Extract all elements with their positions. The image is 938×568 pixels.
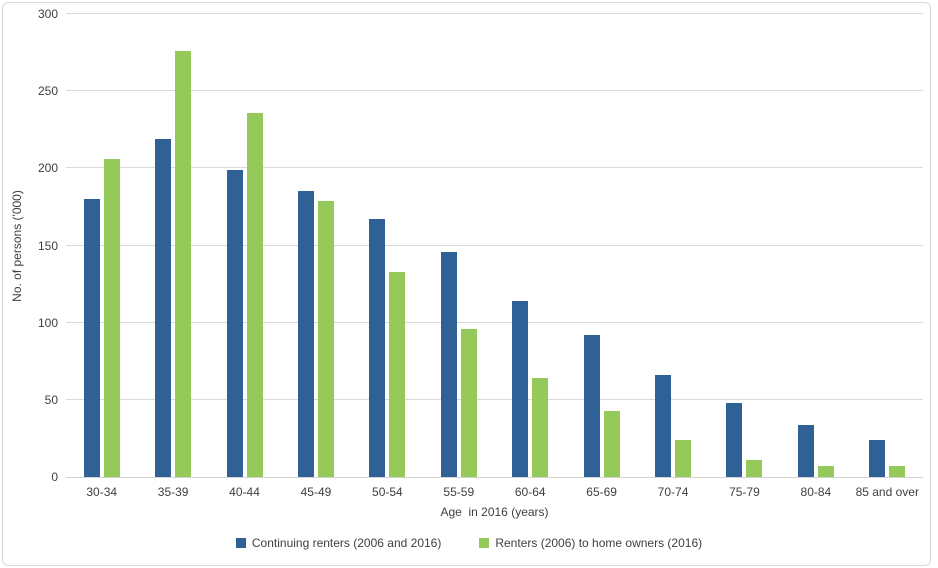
x-tick-label-35-39: 35-39	[157, 485, 189, 499]
bar-series1-35-39	[175, 51, 192, 477]
legend-label-home-owners: Renters (2006) to home owners (2016)	[495, 536, 703, 550]
bar-series0-40-44	[226, 169, 243, 477]
y-tick-label-50: 50	[44, 392, 58, 407]
bar-series1-60-64	[532, 378, 549, 477]
legend-item-continuing-renters: Continuing renters (2006 and 2016)	[235, 536, 442, 550]
legend-swatch-continuing-renters	[235, 538, 246, 548]
y-tick-label-300: 300	[37, 7, 58, 21]
bar-series1-45-49	[317, 200, 334, 477]
bar-series1-55-59	[460, 328, 477, 477]
y-tick-label-0: 0	[51, 470, 58, 484]
y-tick-label-100: 100	[37, 315, 58, 330]
y-tick-label-200: 200	[37, 161, 58, 176]
legend-label-continuing-renters: Continuing renters (2006 and 2016)	[251, 536, 442, 550]
x-tick-label-85-and-over: 85 and over	[855, 485, 919, 499]
x-tick-label-80-84: 80-84	[800, 485, 832, 499]
legend-swatch-home-owners	[479, 538, 490, 548]
bar-series1-50-54	[389, 271, 406, 477]
bar-series0-65-69	[583, 335, 600, 477]
x-tick-label-45-49: 45-49	[300, 485, 332, 499]
x-tick-label-60-64: 60-64	[514, 485, 546, 499]
bar-series1-80-84	[817, 466, 834, 477]
x-tick-label-70-74: 70-74	[657, 485, 689, 499]
y-tick-label-250: 250	[37, 84, 58, 99]
bar-series1-75-79	[746, 460, 763, 477]
plot-area	[66, 13, 923, 478]
x-tick-label-65-69: 65-69	[586, 485, 617, 499]
bar-series0-50-54	[369, 219, 386, 477]
bar-series0-45-49	[297, 191, 314, 477]
bar-series0-30-34	[83, 199, 100, 477]
gridline-250	[66, 90, 923, 92]
bar-series0-55-59	[440, 251, 457, 477]
bar-series1-85-and-over	[889, 466, 906, 477]
x-tick-label-50-54: 50-54	[372, 485, 403, 499]
gridline-300	[66, 13, 923, 14]
gridline-100	[66, 321, 923, 323]
bar-series0-85-and-over	[869, 439, 886, 477]
legend-item-home-owners: Renters (2006) to home owners (2016)	[479, 536, 702, 550]
bar-series1-30-34	[103, 159, 120, 477]
bar-series1-65-69	[603, 410, 620, 477]
x-axis-title: Age in 2016 (years)	[440, 505, 549, 519]
x-tick-label-75-79: 75-79	[729, 485, 760, 499]
y-tick-label-150: 150	[37, 238, 58, 253]
bar-series0-80-84	[797, 424, 814, 477]
gridline-200	[66, 167, 923, 169]
bar-series1-70-74	[675, 439, 692, 477]
bar-series1-40-44	[246, 112, 263, 477]
legend: Continuing renters (2006 and 2016) Rente…	[0, 536, 938, 550]
bar-series0-35-39	[155, 139, 172, 477]
x-tick-label-55-59: 55-59	[443, 485, 475, 499]
bar-series0-75-79	[726, 402, 743, 477]
gridline-50	[66, 398, 923, 400]
gridline-150	[66, 244, 923, 246]
x-tick-label-30-34: 30-34	[86, 485, 118, 499]
x-tick-label-40-44: 40-44	[229, 485, 260, 499]
bar-series0-70-74	[655, 375, 672, 477]
bar-series0-60-64	[512, 301, 529, 477]
